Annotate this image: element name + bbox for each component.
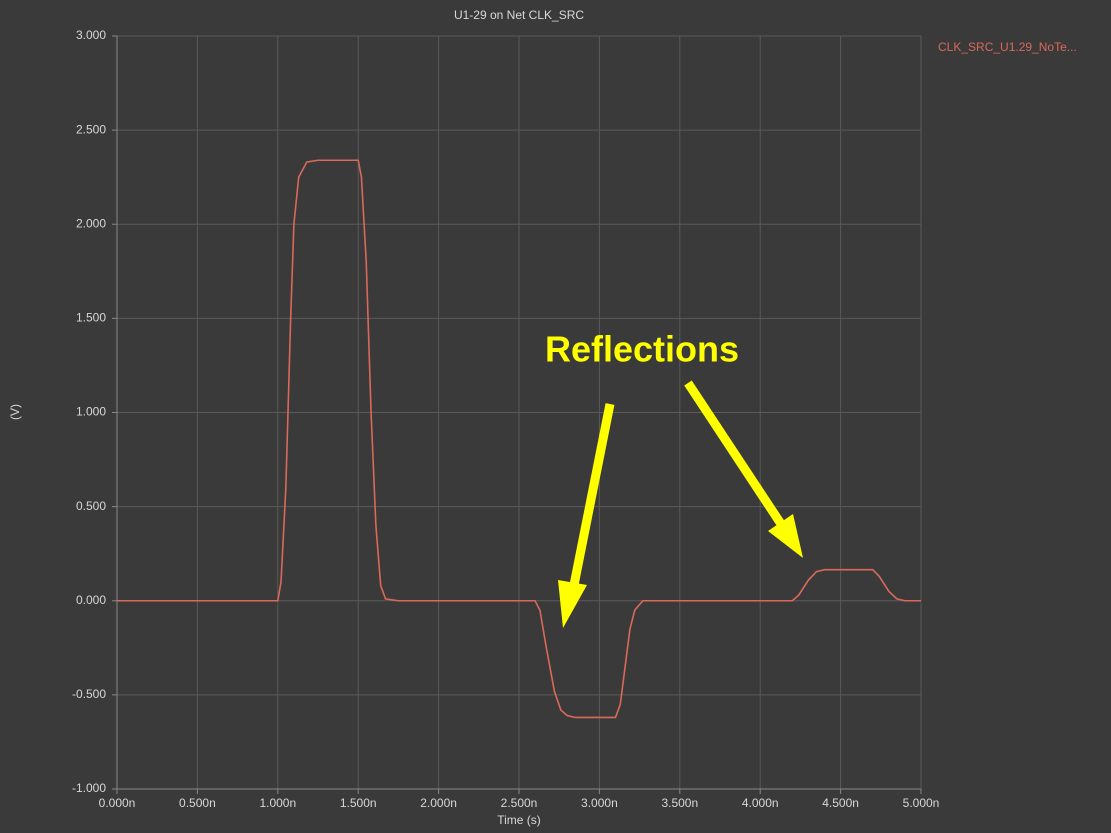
- y-tick-label: 2.500: [76, 122, 106, 136]
- y-tick-label: -0.500: [72, 687, 106, 701]
- y-axis-label: (V): [8, 404, 22, 420]
- x-tick-label: 0.000n: [99, 796, 136, 810]
- x-tick-label: 1.000n: [259, 796, 296, 810]
- x-axis-label: Time (s): [497, 813, 541, 827]
- annotation-arrows: [558, 380, 803, 628]
- line-series: [117, 159, 921, 719]
- x-tick-label: 0.500n: [179, 796, 216, 810]
- y-tick-label: 0.000: [76, 593, 106, 607]
- x-tick-label: 2.500n: [501, 796, 538, 810]
- y-tick-label: 0.500: [76, 499, 106, 513]
- y-tick-label: -1.000: [72, 781, 106, 795]
- x-tick-label: 3.000n: [581, 796, 618, 810]
- arrow: [569, 403, 615, 586]
- annotation: Reflections: [545, 329, 739, 370]
- plot-area: 3.000 2.500 2.000 1.500 1.000 0.500 0.000 -0.50…: [72, 28, 1077, 810]
- arrowhead: [558, 580, 587, 628]
- arrowhead: [768, 514, 803, 558]
- x-tick-label: 2.000n: [420, 796, 457, 810]
- y-tick-label: 1.500: [76, 311, 106, 325]
- x-tick-label: 1.500n: [340, 796, 377, 810]
- arrow: [684, 380, 787, 530]
- y-tick-label: 2.000: [76, 216, 106, 230]
- chart-title: U1-29 on Net CLK_SRC: [454, 8, 584, 22]
- y-tick-label: 3.000: [76, 28, 106, 42]
- x-tick-label: 5.000n: [903, 796, 940, 810]
- x-tick-label: 4.500n: [822, 796, 859, 810]
- x-tick-label: 4.000n: [742, 796, 779, 810]
- legend-entry: CLK_SRC_U1.29_NoTe...: [938, 40, 1077, 54]
- y-tick-label: 1.000: [76, 405, 106, 419]
- x-tick-label: 3.500n: [661, 796, 698, 810]
